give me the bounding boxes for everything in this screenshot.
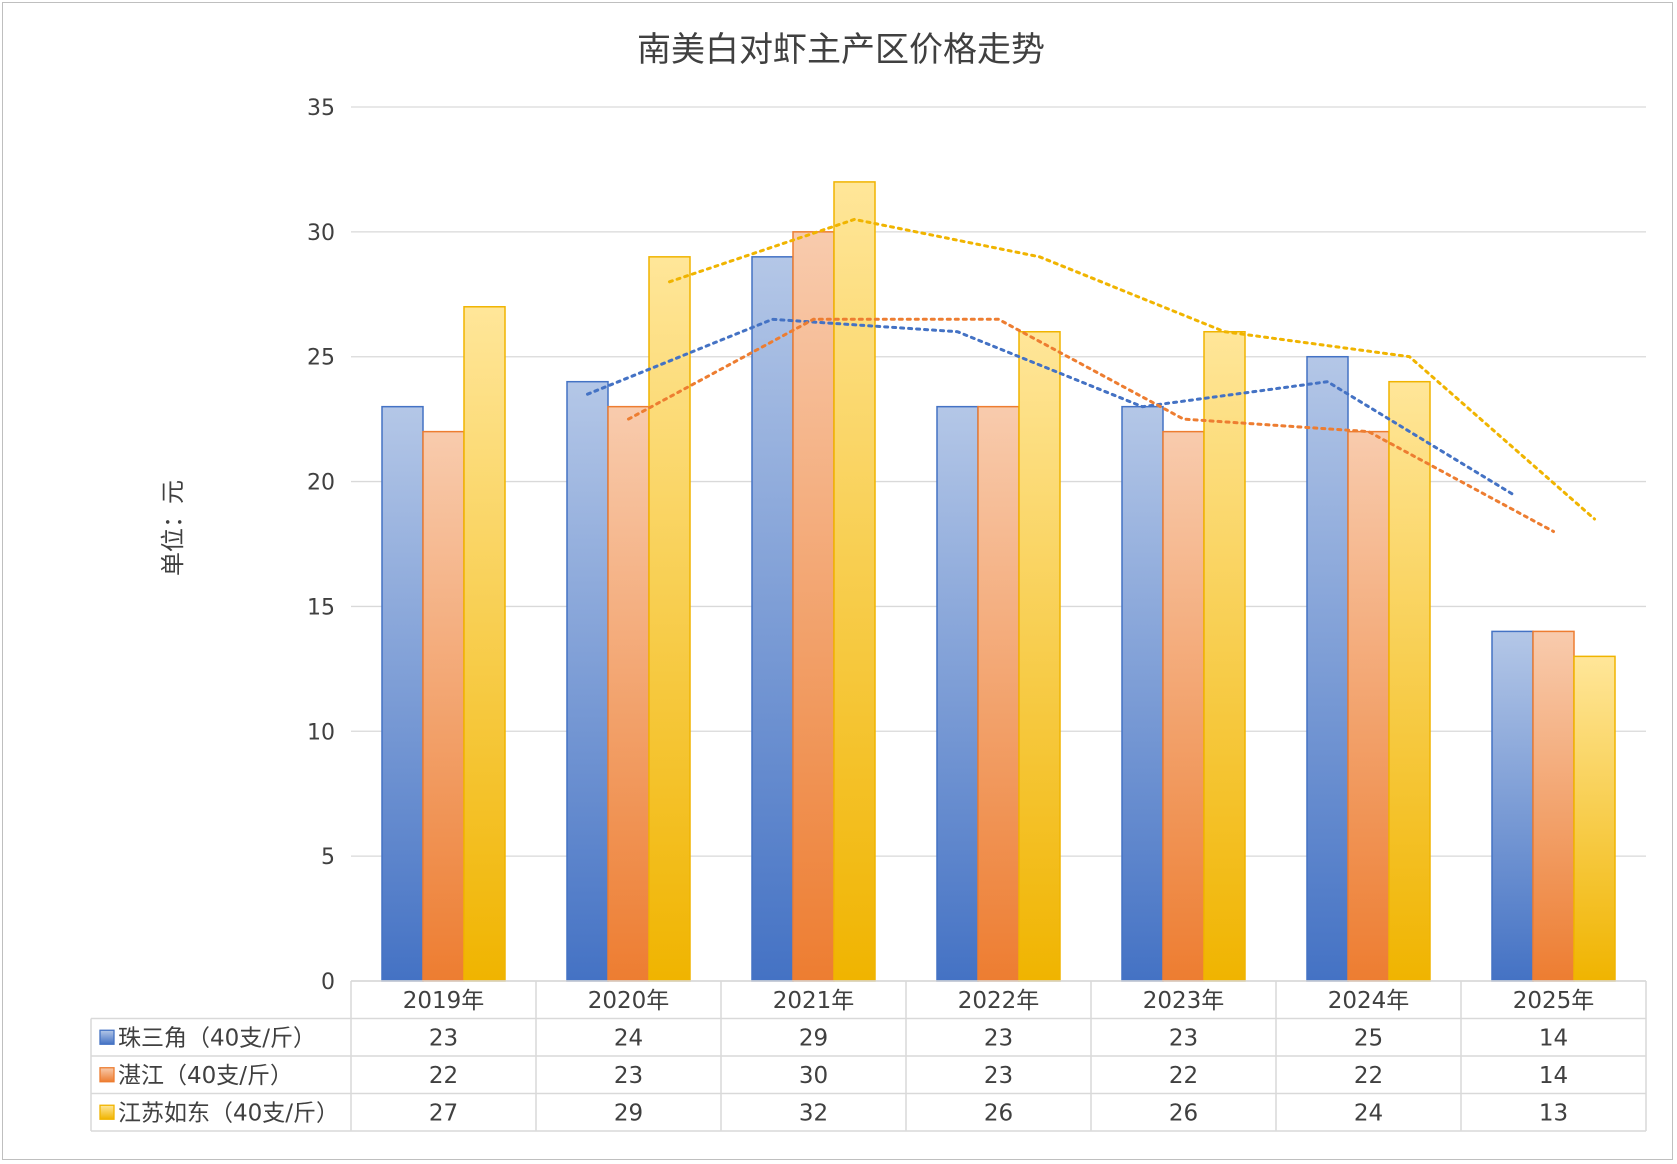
legend-label: 珠三角（40支/斤） <box>118 1025 316 1051</box>
table-cell: 29 <box>799 1025 828 1051</box>
y-axis-label: 单位：元 <box>159 480 187 576</box>
legend-swatch <box>99 1067 115 1083</box>
table-cell: 23 <box>984 1025 1013 1051</box>
x-tick-label: 2019年 <box>403 988 485 1014</box>
bar <box>1203 330 1246 982</box>
x-tick-label: 2023年 <box>1143 988 1225 1014</box>
chart-title: 南美白对虾主产区价格走势 <box>637 30 1045 70</box>
bar <box>1121 405 1164 982</box>
table-cell: 14 <box>1539 1063 1568 1089</box>
y-tick-label: 10 <box>307 720 335 745</box>
data-table: 2019年 2020年 2021年 2022年 2023年 2024年 2025年珠三角（4… <box>90 980 1647 1132</box>
bar <box>422 430 465 982</box>
table-cell: 23 <box>429 1025 458 1051</box>
y-tick-label: 35 <box>307 96 335 121</box>
bar <box>1162 430 1205 982</box>
bar <box>1532 630 1575 982</box>
table-cell: 30 <box>799 1063 828 1089</box>
legend-swatch <box>99 1104 115 1120</box>
x-tick-label: 2024年 <box>1328 988 1410 1014</box>
table-cell: 29 <box>614 1100 643 1126</box>
y-tick-label: 5 <box>321 845 335 870</box>
table-cell: 32 <box>799 1100 828 1126</box>
bar <box>607 405 650 982</box>
y-tick-label: 15 <box>307 595 335 620</box>
bar <box>751 256 794 982</box>
bars <box>381 181 1616 982</box>
table-cell: 22 <box>1354 1063 1383 1089</box>
bar <box>936 405 979 982</box>
x-tick-label: 2022年 <box>958 988 1040 1014</box>
table-cell: 22 <box>1169 1063 1198 1089</box>
bar <box>1388 380 1431 982</box>
y-tick-label: 30 <box>307 221 335 246</box>
legend-swatch <box>99 1029 115 1045</box>
y-tick-label: 0 <box>321 970 335 995</box>
bar <box>463 306 506 982</box>
x-tick-label: 2021年 <box>773 988 855 1014</box>
bar <box>833 181 876 982</box>
bar <box>381 405 424 982</box>
table-cell: 22 <box>429 1063 458 1089</box>
table-cell: 26 <box>1169 1100 1198 1126</box>
table-cell: 23 <box>614 1063 643 1089</box>
bar <box>1306 355 1349 982</box>
bar <box>1573 655 1616 982</box>
table-cell: 13 <box>1539 1100 1568 1126</box>
x-tick-label: 2020年 <box>588 988 670 1014</box>
bar <box>1018 330 1061 982</box>
table-cell: 26 <box>984 1100 1013 1126</box>
x-tick-label: 2025年 <box>1513 988 1595 1014</box>
bar <box>1347 430 1390 982</box>
legend-label: 湛江（40支/斤） <box>118 1063 293 1089</box>
y-tick-label: 20 <box>307 471 335 496</box>
trendline <box>586 317 1514 496</box>
bar <box>648 256 691 982</box>
y-tick-labels: 0 5 10 15 20 25 30 35 <box>307 96 335 995</box>
table-cell: 23 <box>1169 1025 1198 1051</box>
table-cell: 27 <box>429 1100 458 1126</box>
bar <box>566 380 609 982</box>
legend-label: 江苏如东（40支/斤） <box>118 1100 339 1126</box>
bar <box>977 405 1020 982</box>
bar <box>792 231 835 982</box>
table-cell: 24 <box>614 1025 643 1051</box>
y-tick-label: 25 <box>307 346 335 371</box>
table-cell: 23 <box>984 1063 1013 1089</box>
table-cell: 14 <box>1539 1025 1568 1051</box>
trendline <box>627 317 1555 533</box>
trendline <box>668 217 1596 521</box>
bar <box>1491 630 1534 982</box>
table-cell: 25 <box>1354 1025 1383 1051</box>
trendlines <box>586 217 1596 533</box>
table-cell: 24 <box>1354 1100 1383 1126</box>
